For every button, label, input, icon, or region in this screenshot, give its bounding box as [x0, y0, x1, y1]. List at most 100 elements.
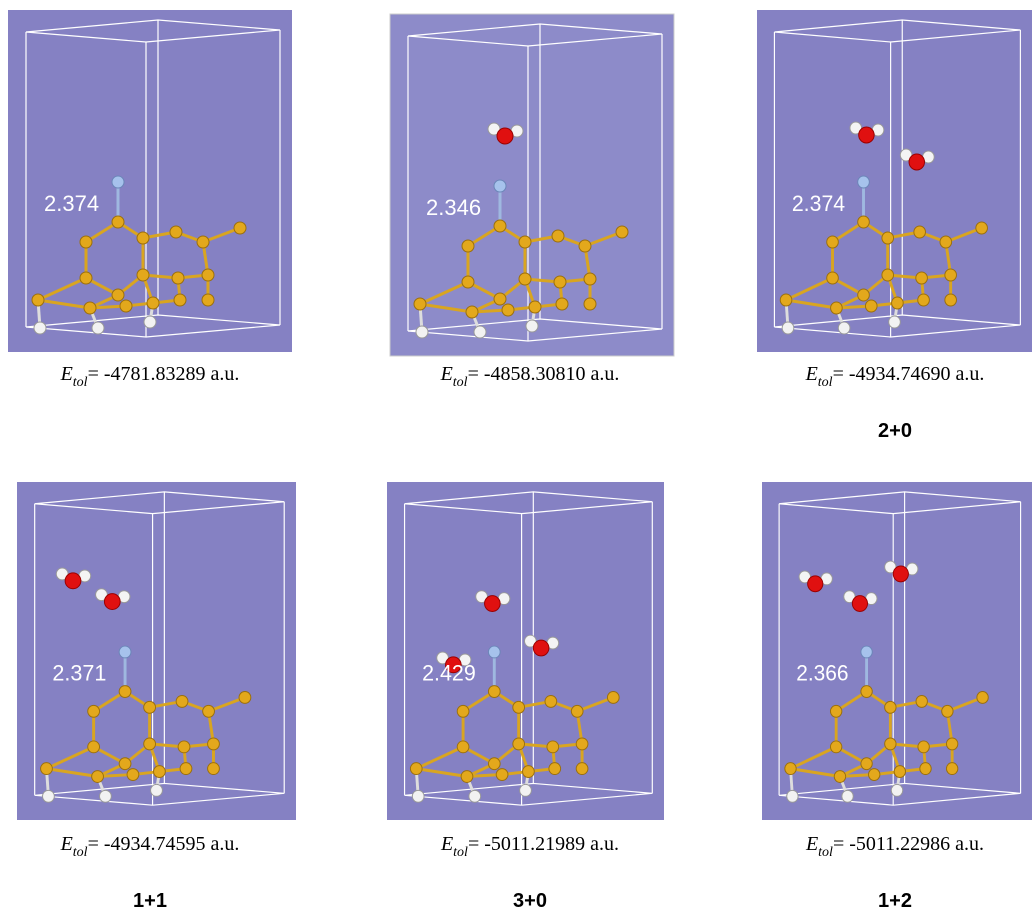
oxygen-atom	[104, 594, 120, 610]
oxygen-atom	[65, 573, 81, 589]
carbon-atom	[88, 705, 100, 717]
configuration-label: 3+0	[513, 890, 547, 912]
carbon-atom	[916, 695, 927, 707]
oxygen-atom	[485, 596, 501, 612]
hydrogen-atom	[412, 790, 424, 802]
carbon-atom	[892, 297, 904, 309]
energy-symbol: E	[440, 833, 453, 855]
fluorine-atom	[119, 646, 131, 658]
bond-length: 2.374	[792, 190, 845, 215]
carbon-atom	[144, 738, 156, 750]
hydrogen-atom	[151, 784, 163, 796]
oxygen-atom	[808, 576, 823, 592]
carbon-atom	[914, 226, 926, 238]
carbon-atom	[127, 769, 139, 781]
carbon-atom	[461, 771, 473, 783]
carbon-atom	[946, 738, 957, 750]
carbon-atom	[154, 766, 166, 778]
energy-value: = -4858.30810 a.u.	[468, 363, 620, 385]
hydrogen-atom	[416, 326, 428, 338]
carbon-atom	[831, 302, 843, 314]
carbon-atom	[882, 269, 894, 281]
carbon-atom	[576, 738, 588, 750]
carbon-atom	[827, 272, 839, 284]
carbon-atom	[144, 701, 156, 713]
carbon-atom	[239, 692, 251, 704]
energy-value: = -4934.74595 a.u.	[88, 833, 240, 855]
carbon-atom	[785, 763, 796, 775]
energy-subscript: tol	[453, 845, 468, 860]
carbon-atom	[918, 741, 929, 753]
carbon-atom	[977, 692, 988, 704]
hydrogen-atom	[34, 322, 46, 334]
carbon-atom	[858, 289, 870, 301]
carbon-atom	[861, 758, 872, 770]
carbon-atom	[554, 276, 566, 288]
hydrogen-atom	[787, 790, 798, 802]
carbon-atom	[830, 741, 841, 753]
carbon-atom	[946, 763, 957, 775]
carbon-atom	[545, 695, 557, 707]
carbon-atom	[137, 269, 149, 281]
carbon-atom	[584, 273, 596, 285]
energy-subscript: tol	[818, 375, 833, 390]
fluorine-atom	[488, 646, 500, 658]
carbon-atom	[945, 269, 957, 281]
carbon-atom	[112, 216, 124, 228]
carbon-atom	[466, 306, 478, 318]
carbon-atom	[552, 230, 564, 242]
structure-panel: 2.366	[762, 482, 1032, 820]
carbon-atom	[556, 298, 568, 310]
carbon-atom	[549, 763, 561, 775]
total-energy: Etol= -5011.22986 a.u.	[805, 833, 984, 860]
carbon-atom	[861, 686, 872, 698]
figure: 2.374Etol= -4781.83289 a.u.2.346Etol= -4…	[0, 0, 1032, 924]
configuration-label: 1+2	[878, 890, 912, 912]
energy-subscript: tol	[818, 845, 833, 860]
carbon-atom	[576, 763, 588, 775]
carbon-atom	[488, 686, 500, 698]
carbon-atom	[579, 240, 591, 252]
carbon-atom	[918, 294, 930, 306]
structure-panel: 2.374	[757, 10, 1032, 352]
oxygen-atom	[497, 128, 513, 144]
carbon-atom	[112, 289, 124, 301]
bond-length: 2.371	[52, 660, 106, 685]
bond-length: 2.366	[796, 661, 848, 685]
energy-symbol: E	[440, 363, 453, 385]
carbon-atom	[80, 272, 92, 284]
structure-panel: 2.374	[8, 10, 292, 352]
carbon-atom	[174, 294, 186, 306]
carbon-atom	[178, 741, 190, 753]
carbon-atom	[170, 226, 182, 238]
fluorine-atom	[112, 176, 124, 188]
total-energy: Etol= -4934.74690 a.u.	[805, 363, 985, 390]
total-energy: Etol= -4934.74595 a.u.	[60, 833, 240, 860]
carbon-atom	[147, 297, 159, 309]
hydrogen-atom	[92, 322, 104, 334]
carbon-atom	[176, 695, 188, 707]
total-energy: Etol= -4858.30810 a.u.	[440, 363, 620, 390]
hydrogen-atom	[100, 790, 112, 802]
carbon-atom	[830, 705, 841, 717]
hydrogen-atom	[43, 790, 55, 802]
carbon-atom	[858, 216, 870, 228]
oxygen-atom	[859, 127, 874, 143]
carbon-atom	[916, 272, 928, 284]
carbon-atom	[584, 298, 596, 310]
structure-panel: 2.346	[390, 14, 674, 356]
hydrogen-atom	[891, 784, 902, 796]
carbon-atom	[172, 272, 184, 284]
carbon-atom	[32, 294, 44, 306]
hydrogen-atom	[889, 316, 901, 328]
energy-symbol: E	[805, 833, 818, 855]
carbon-atom	[84, 302, 96, 314]
bond-length: 2.346	[426, 195, 481, 220]
configuration-label: 2+0	[878, 420, 912, 442]
structure-panel: 2.371	[17, 482, 296, 820]
carbon-atom	[529, 301, 541, 313]
oxygen-atom	[533, 640, 549, 656]
carbon-atom	[494, 220, 506, 232]
fluorine-atom	[861, 646, 872, 658]
carbon-atom	[519, 273, 531, 285]
